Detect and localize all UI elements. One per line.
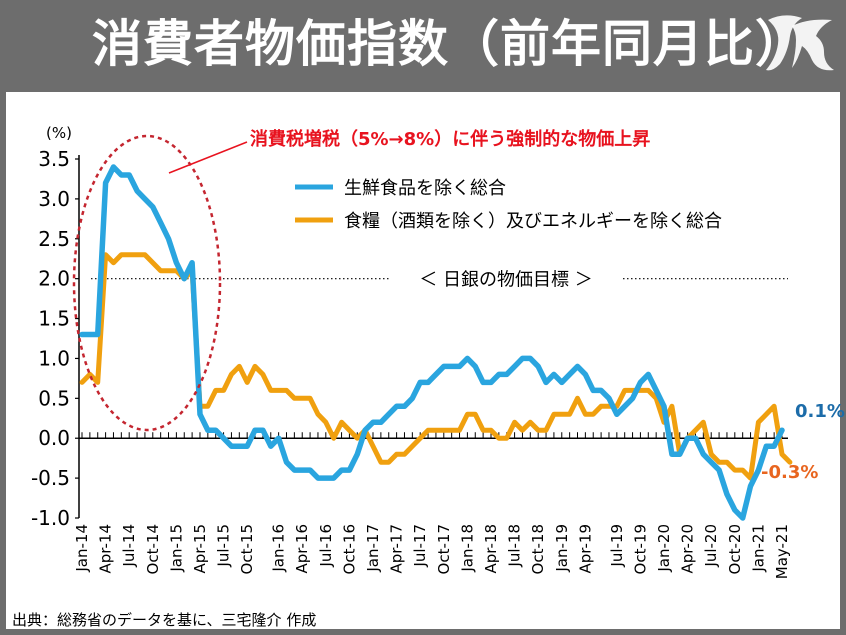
logo-icon bbox=[766, 15, 834, 71]
page-title: 消費者物価指数（前年同月比） bbox=[92, 15, 806, 73]
x-tick-label: Oct-19 bbox=[631, 524, 649, 574]
y-tick-label: 0.0 bbox=[38, 426, 70, 450]
end-value-label-1: -0.3% bbox=[761, 462, 818, 483]
y-tick-label: 0.5 bbox=[38, 386, 70, 410]
x-tick-label: Jan-17 bbox=[364, 524, 382, 573]
legend: 生鮮食品を除く総合 食糧（酒類を除く）及びエネルギーを除く総合 bbox=[295, 178, 722, 232]
x-tick-label: Jan-15 bbox=[167, 524, 185, 573]
annotation-text: 消費税増税（5%→8%）に伴う強制的な物価上昇 bbox=[250, 128, 650, 150]
target-label-background bbox=[390, 264, 622, 291]
x-tick-label: Jan-21 bbox=[749, 524, 767, 573]
source-note: 出典：総務省のデータを基に、三宅隆介 作成 bbox=[12, 611, 317, 629]
y-tick-label: 2.5 bbox=[38, 227, 70, 251]
y-axis-unit-label: (%) bbox=[46, 124, 72, 142]
annotation-leader-line bbox=[168, 141, 248, 174]
x-tick-label: Jul-14 bbox=[120, 524, 138, 568]
annotation-ellipse bbox=[72, 134, 222, 432]
y-tick-label: 2.0 bbox=[38, 267, 70, 291]
x-tick-label: Oct-14 bbox=[144, 524, 162, 574]
y-tick-label: 3.0 bbox=[38, 187, 70, 211]
x-tick-label: Apr-17 bbox=[388, 524, 406, 574]
x-tick-label: Jul-16 bbox=[317, 524, 335, 568]
x-tick-label: Jul-18 bbox=[506, 524, 524, 568]
x-tick-label: Apr-19 bbox=[576, 524, 594, 574]
x-tick-label: Apr-14 bbox=[97, 524, 115, 574]
y-tick-label: 1.5 bbox=[38, 307, 70, 331]
series-group bbox=[79, 164, 793, 521]
series-line-0 bbox=[79, 164, 785, 521]
x-tick-label: Apr-16 bbox=[293, 524, 311, 574]
x-tick-label: Jan-14 bbox=[73, 524, 91, 573]
reference-line-group: ＜ 日銀の物価目標 ＞ bbox=[91, 264, 788, 291]
y-tick-label: 1.0 bbox=[38, 346, 70, 370]
x-tick-label: Jan-18 bbox=[458, 524, 476, 573]
x-tick-label: Oct-16 bbox=[340, 524, 358, 574]
x-tick-label: Jan-20 bbox=[655, 524, 673, 573]
title-bar: 消費者物価指数（前年同月比） bbox=[0, 0, 846, 92]
annotation-group: 消費税増税（5%→8%）に伴う強制的な物価上昇 bbox=[72, 128, 650, 432]
x-tick-label: Oct-18 bbox=[529, 524, 547, 574]
y-tick-label: 3.5 bbox=[38, 147, 70, 171]
x-tick-label: Apr-18 bbox=[482, 524, 500, 574]
x-tick-label: Jan-16 bbox=[270, 524, 288, 573]
x-tick-label: Oct-20 bbox=[726, 524, 744, 574]
x-tick-label: Jul-17 bbox=[411, 524, 429, 568]
legend-label-0: 生鮮食品を除く総合 bbox=[344, 178, 506, 199]
target-label: ＜ 日銀の物価目標 ＞ bbox=[419, 270, 592, 291]
x-tick-label: Apr-20 bbox=[679, 524, 697, 574]
x-tick-label: Jul-19 bbox=[608, 524, 626, 568]
legend-label-1: 食糧（酒類を除く）及びエネルギーを除く総合 bbox=[344, 211, 722, 232]
end-value-label-0: 0.1% bbox=[795, 401, 845, 422]
y-tick-label: -0.5 bbox=[31, 466, 70, 490]
y-tick-label: -1.0 bbox=[31, 506, 70, 530]
x-tick-label: Oct-15 bbox=[238, 524, 256, 574]
x-tick-label: Jul-15 bbox=[215, 524, 233, 568]
x-tick-label: Jul-20 bbox=[702, 524, 720, 568]
x-tick-label: Oct-17 bbox=[435, 524, 453, 574]
x-tick-label: Apr-15 bbox=[191, 524, 209, 574]
x-tick-label: Jan-19 bbox=[553, 524, 571, 573]
x-tick-label: May-21 bbox=[773, 524, 791, 579]
